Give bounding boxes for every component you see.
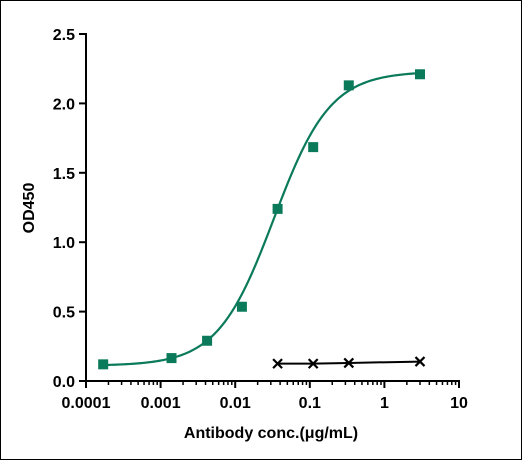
data-points bbox=[98, 69, 426, 370]
y-tick-label: 0.5 bbox=[53, 305, 75, 322]
series-2-point bbox=[343, 357, 355, 369]
y-axis-label: OD450 bbox=[21, 183, 38, 234]
series-1-point bbox=[414, 69, 425, 80]
y-tick-label: 1.0 bbox=[53, 235, 75, 252]
series-2-point bbox=[414, 356, 426, 367]
series-2-point bbox=[272, 358, 283, 369]
series-1-point bbox=[308, 142, 319, 153]
series-1-point bbox=[166, 353, 177, 364]
series-1-point bbox=[272, 203, 283, 214]
y-tick-label: 1.5 bbox=[53, 166, 75, 183]
x-tick-label: 1 bbox=[380, 395, 389, 412]
y-tick-label: 2.0 bbox=[53, 96, 75, 113]
series-1-point bbox=[343, 80, 354, 91]
ticks: 0.0 0.5 1.0 1.5 2.0 2.5 0.0001 0.001 0.01 0.1 1 10 bbox=[53, 27, 468, 412]
x-tick-label: 0.001 bbox=[141, 395, 181, 412]
series-1-point bbox=[202, 335, 213, 346]
series-1-point bbox=[98, 359, 109, 370]
fit-curves bbox=[103, 72, 421, 367]
y-tick-label: 0.0 bbox=[53, 374, 75, 391]
x-tick-label: 0.0001 bbox=[62, 395, 111, 412]
y-tick-label: 2.5 bbox=[53, 27, 75, 44]
x-tick-label: 0.1 bbox=[299, 395, 321, 412]
series-1-point bbox=[236, 301, 247, 312]
axes bbox=[85, 33, 460, 382]
x-tick-label: 0.01 bbox=[220, 395, 251, 412]
series-2-line bbox=[277, 360, 421, 365]
x-axis-label: Antibody conc.(μg/mL) bbox=[184, 425, 358, 442]
series-1-fit-curve bbox=[103, 72, 421, 367]
series-2-point bbox=[307, 358, 319, 369]
x-tick-label: 10 bbox=[450, 395, 468, 412]
